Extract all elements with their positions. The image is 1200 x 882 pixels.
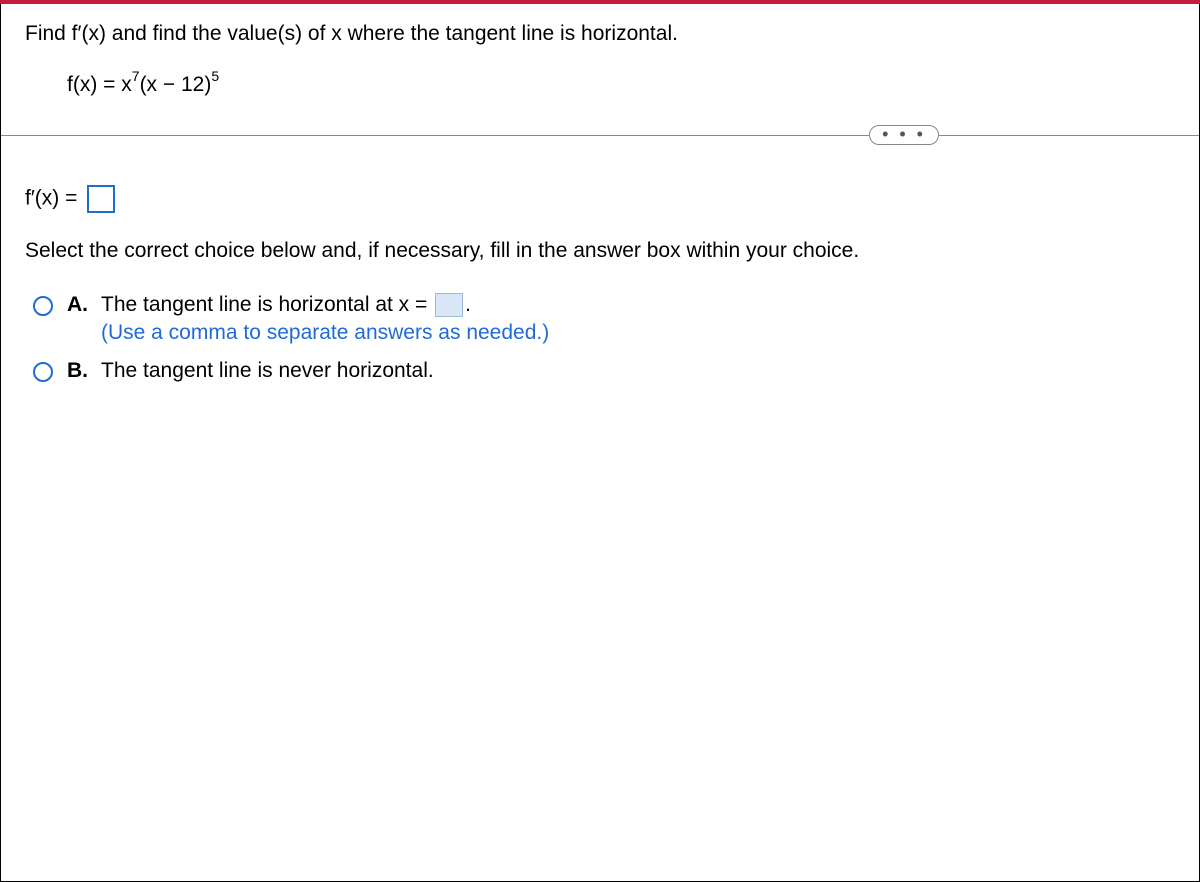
fprime-label: f′(x) = (25, 187, 77, 210)
choice-a-radio[interactable] (33, 296, 53, 316)
choice-a-input[interactable] (435, 293, 463, 317)
choice-b-radio[interactable] (33, 362, 53, 382)
more-options-button[interactable]: • • • (869, 125, 939, 145)
given-formula: f(x) = x7(x − 12)5 (25, 70, 1175, 97)
choice-b-row: B. The tangent line is never horizontal. (33, 359, 1175, 383)
choice-instruction: Select the correct choice below and, if … (25, 239, 1175, 263)
choice-a-row: A. The tangent line is horizontal at x =… (33, 293, 1175, 345)
question-section: Find f′(x) and find the value(s) of x wh… (1, 4, 1199, 125)
choice-a-label: A. (67, 293, 91, 317)
divider-row: • • • (1, 125, 1199, 145)
choice-b-text: The tangent line is never horizontal. (101, 359, 434, 382)
choice-b-content: The tangent line is never horizontal. (101, 359, 1175, 383)
divider-line (1, 135, 1199, 136)
formula-prefix: f(x) = x (67, 73, 132, 96)
formula-exp2: 5 (211, 68, 219, 84)
formula-mid: (x − 12) (140, 73, 212, 96)
question-container: Find f′(x) and find the value(s) of x wh… (0, 4, 1200, 882)
fprime-row: f′(x) = (25, 185, 1175, 213)
choice-a-line1: The tangent line is horizontal at x = . (101, 293, 1175, 317)
choice-a-content: The tangent line is horizontal at x = . … (101, 293, 1175, 345)
formula-exp1: 7 (132, 68, 140, 84)
answer-section: f′(x) = Select the correct choice below … (1, 185, 1199, 383)
choices-group: A. The tangent line is horizontal at x =… (25, 293, 1175, 383)
question-prompt: Find f′(x) and find the value(s) of x wh… (25, 22, 1175, 46)
choice-a-hint: (Use a comma to separate answers as need… (101, 321, 1175, 345)
choice-b-label: B. (67, 359, 91, 383)
choice-a-text-before: The tangent line is horizontal at x = (101, 293, 427, 316)
choice-a-text-after: . (465, 293, 471, 316)
fprime-input[interactable] (87, 185, 115, 213)
